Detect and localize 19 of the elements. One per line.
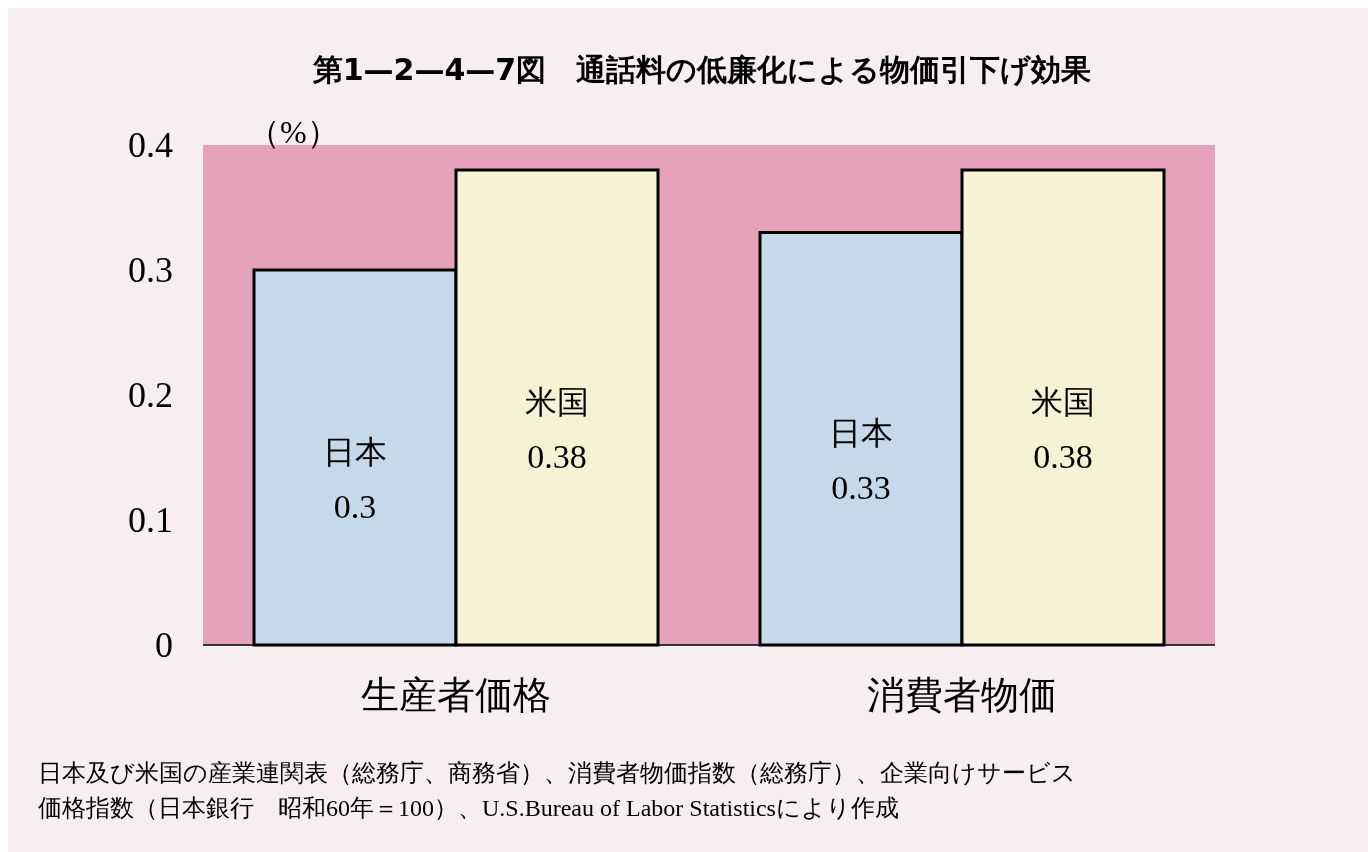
y-tick-label: 0.1	[128, 500, 173, 540]
data-label: 0.38	[1033, 437, 1093, 475]
y-tick-label: 0.4	[128, 125, 173, 165]
y-tick-label: 0.3	[128, 250, 173, 290]
text: 価格指数（日本銀行 昭和60年＝100）、U.S.Bureau of Labor Statisticsにより作成	[38, 795, 899, 821]
text: 日本及び米国の産業連関表（総務庁、商務省）、消費者物価指数（総務庁）、企業向けサービス	[38, 760, 1076, 786]
data-label: 0.38	[527, 437, 587, 475]
y-tick-label: 0	[155, 625, 173, 665]
series-label: 日本	[323, 432, 387, 471]
series-label: 米国	[525, 382, 589, 421]
chart-title: 第1—2—4—7図 通話料の低廉化による物価引下げ効果	[311, 52, 1092, 87]
text: 日本	[829, 413, 893, 452]
y-axis-title: （%）	[248, 114, 339, 150]
data-label: 0.33	[831, 468, 891, 506]
y-tick-label: 0.2	[128, 375, 173, 415]
text: 米国	[1031, 382, 1095, 421]
x-tick-label: 消費者物価	[867, 673, 1057, 717]
data-label: 0.3	[333, 487, 377, 525]
x-tick-label: 生産者価格	[361, 673, 551, 717]
